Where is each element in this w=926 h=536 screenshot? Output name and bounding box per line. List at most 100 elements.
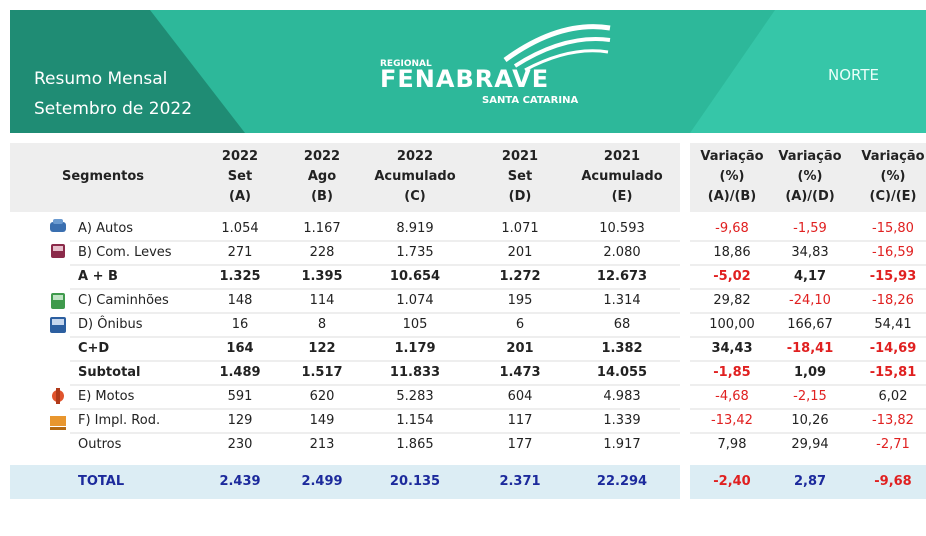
cell: 2.371	[499, 474, 541, 489]
row-label: A + B	[78, 269, 118, 284]
row-label: B) Com. Leves	[78, 245, 172, 260]
variation-cell: 7,98	[717, 437, 747, 452]
variation-cell: -18,41	[786, 341, 834, 356]
variation-header: (%)	[719, 169, 745, 184]
cell: 16	[231, 317, 249, 332]
variation-cell: -16,59	[872, 245, 914, 260]
cell: 68	[613, 317, 631, 332]
variation-cell: -15,80	[872, 221, 914, 236]
cell: 230	[227, 437, 253, 452]
column-header: 2022	[396, 149, 434, 164]
variation-cell: 54,41	[874, 317, 912, 332]
row-label: C) Caminhões	[78, 293, 169, 308]
cell: 22.294	[596, 474, 648, 489]
cell: 1.167	[303, 221, 341, 236]
cell: 8	[317, 317, 327, 332]
variation-header: Variação	[700, 149, 764, 164]
variation-cell: -15,81	[869, 365, 917, 380]
variation-cell: 34,83	[791, 245, 829, 260]
cell: 10.593	[599, 221, 645, 236]
cell: 1.395	[301, 269, 343, 284]
row-label: Outros	[78, 437, 122, 452]
cell: 2.499	[301, 474, 343, 489]
cell: 105	[402, 317, 428, 332]
cell: 1.325	[219, 269, 261, 284]
icon-car	[50, 219, 66, 232]
row-label: D) Ônibus	[78, 317, 143, 332]
variation-cell: 1,09	[793, 365, 827, 380]
variation-cell: 2,87	[793, 474, 827, 489]
column-header: (B)	[311, 189, 333, 204]
variation-cell: 34,43	[711, 341, 753, 356]
cell: 129	[227, 413, 253, 428]
row-label: A) Autos	[78, 221, 134, 236]
cell: 1.865	[396, 437, 434, 452]
total-row-bg	[690, 465, 926, 499]
variation-header: Variação	[778, 149, 842, 164]
cell: 10.654	[389, 269, 441, 284]
column-header: Set	[227, 169, 253, 184]
variation-cell: 18,86	[713, 245, 751, 260]
variation-cell: 29,94	[791, 437, 829, 452]
cell: 1.382	[601, 341, 643, 356]
cell: 12.673	[596, 269, 648, 284]
logo-top: REGIONAL	[380, 59, 432, 69]
icon-trailer	[50, 416, 66, 430]
cell: 20.135	[389, 474, 441, 489]
column-header: 2022	[221, 149, 259, 164]
variation-cell: -5,02	[713, 269, 751, 284]
column-header: 2022	[303, 149, 341, 164]
variation-header: Variação	[861, 149, 925, 164]
cell: 1.917	[603, 437, 641, 452]
cell: 122	[308, 341, 336, 356]
cell: 1.473	[499, 365, 541, 380]
icon-truck	[51, 293, 65, 309]
variation-cell: -2,15	[793, 389, 827, 404]
title-line: Setembro de 2022	[34, 99, 193, 119]
variation-cell: -1,59	[793, 221, 827, 236]
variation-cell: 10,26	[791, 413, 829, 428]
column-header: Ago	[307, 169, 337, 184]
row-label: F) Impl. Rod.	[78, 413, 161, 428]
column-header: (E)	[611, 189, 633, 204]
logo-swoosh	[524, 49, 609, 72]
variation-header: (A)/(D)	[785, 189, 835, 204]
variation-cell: -4,68	[715, 389, 749, 404]
cell: 149	[309, 413, 335, 428]
cell: 117	[507, 413, 533, 428]
cell: 11.833	[389, 365, 441, 380]
variation-header: (%)	[880, 169, 906, 184]
banner-left	[10, 10, 245, 133]
variation-cell: -24,10	[789, 293, 831, 308]
cell: 604	[507, 389, 533, 404]
column-header: Set	[507, 169, 533, 184]
row-label: C+D	[78, 341, 110, 356]
column-header: Acumulado	[374, 169, 456, 184]
variation-cell: -15,93	[869, 269, 917, 284]
variation-cell: -9,68	[715, 221, 749, 236]
cell: 201	[506, 341, 534, 356]
row-label: Subtotal	[78, 365, 141, 380]
cell: 201	[507, 245, 533, 260]
variation-cell: -1,85	[713, 365, 751, 380]
cell: 620	[309, 389, 335, 404]
variation-cell: -13,42	[711, 413, 753, 428]
variation-header: (%)	[797, 169, 823, 184]
cell: 1.154	[396, 413, 434, 428]
variation-cell: 6,02	[878, 389, 908, 404]
variation-cell: -13,82	[872, 413, 914, 428]
column-header: (A)	[229, 189, 251, 204]
table-header-bg	[10, 143, 680, 212]
cell: 6	[515, 317, 525, 332]
variation-cell: -2,40	[713, 474, 751, 489]
variation-cell: 100,00	[709, 317, 755, 332]
cell: 195	[507, 293, 533, 308]
table-header-bg	[690, 143, 926, 212]
logo-main: FENABRAVE	[380, 65, 550, 93]
cell: 177	[507, 437, 533, 452]
cell: 228	[309, 245, 335, 260]
variation-cell: 166,67	[787, 317, 833, 332]
column-header: Acumulado	[581, 169, 663, 184]
